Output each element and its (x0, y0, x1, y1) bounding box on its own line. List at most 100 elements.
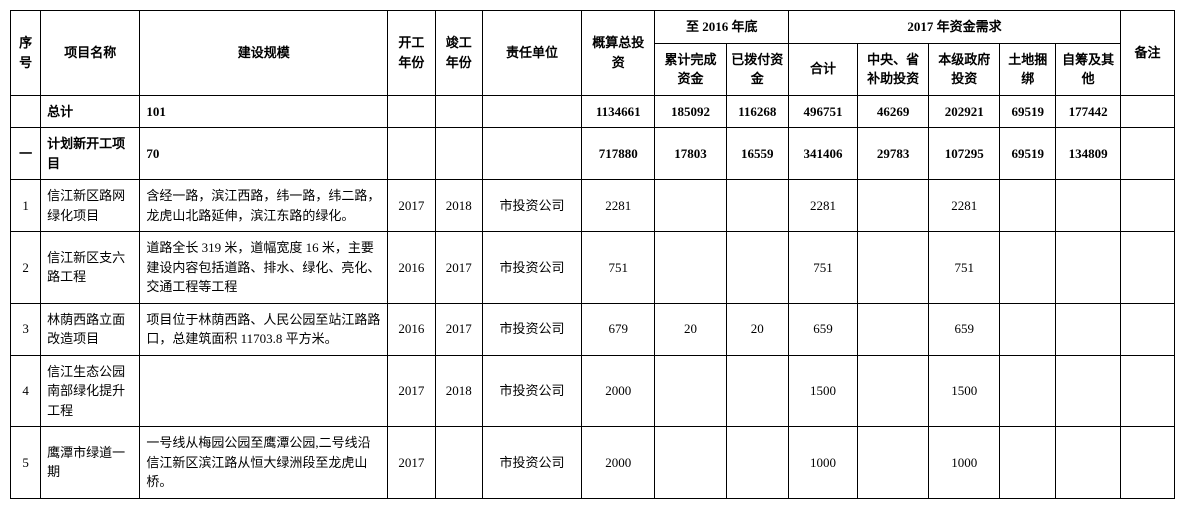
cell-seq: 2 (11, 232, 41, 304)
cell-start (388, 95, 435, 128)
cell-self (1056, 180, 1121, 232)
cell-unit: 市投资公司 (482, 232, 581, 304)
cell-paid (726, 232, 789, 304)
cell-paid (726, 180, 789, 232)
cell-unit: 市投资公司 (482, 355, 581, 427)
cell-end: 2018 (435, 355, 482, 427)
cell-land (1000, 355, 1056, 427)
col-scale: 建设规模 (140, 11, 388, 96)
cell-note (1121, 95, 1175, 128)
cell-end (435, 427, 482, 499)
cell-name: 信江新区路网绿化项目 (41, 180, 140, 232)
cell-scale: 含经一路，滨江西路，纬一路，纬二路，龙虎山北路延伸，滨江东路的绿化。 (140, 180, 388, 232)
col-cum: 累计完成资金 (655, 43, 726, 95)
cell-start: 2017 (388, 355, 435, 427)
cell-unit: 市投资公司 (482, 180, 581, 232)
cell-land: 69519 (1000, 128, 1056, 180)
cell-seq: 5 (11, 427, 41, 499)
cell-sum: 1500 (789, 355, 858, 427)
cell-scale: 一号线从梅园公园至鹰潭公园,二号线沿信江新区滨江路从恒大绿洲段至龙虎山桥。 (140, 427, 388, 499)
cell-unit (482, 128, 581, 180)
cell-name: 鹰潭市绿道一期 (41, 427, 140, 499)
cell-land (1000, 180, 1056, 232)
cell-sub (858, 427, 929, 499)
cell-gov: 659 (929, 303, 1000, 355)
cell-start: 2017 (388, 427, 435, 499)
cell-seq: 1 (11, 180, 41, 232)
cell-scale: 101 (140, 95, 388, 128)
cell-scale: 70 (140, 128, 388, 180)
cell-sum: 2281 (789, 180, 858, 232)
cell-self: 134809 (1056, 128, 1121, 180)
cell-cum: 185092 (655, 95, 726, 128)
cell-est: 2281 (582, 180, 655, 232)
cell-name: 信江新区支六路工程 (41, 232, 140, 304)
cell-est: 2000 (582, 355, 655, 427)
cell-sum: 659 (789, 303, 858, 355)
cell-cum: 20 (655, 303, 726, 355)
col-y2017: 2017 年资金需求 (789, 11, 1121, 44)
cell-sum: 341406 (789, 128, 858, 180)
cell-self: 177442 (1056, 95, 1121, 128)
cell-end: 2018 (435, 180, 482, 232)
cell-cum: 17803 (655, 128, 726, 180)
table-row: 5 鹰潭市绿道一期 一号线从梅园公园至鹰潭公园,二号线沿信江新区滨江路从恒大绿洲… (11, 427, 1175, 499)
table-row: 2 信江新区支六路工程 道路全长 319 米，道幅宽度 16 米，主要建设内容包… (11, 232, 1175, 304)
col-self: 自筹及其他 (1056, 43, 1121, 95)
cell-unit (482, 95, 581, 128)
cell-note (1121, 128, 1175, 180)
cell-name: 总计 (41, 95, 140, 128)
cell-name: 林荫西路立面改造项目 (41, 303, 140, 355)
cell-sub (858, 303, 929, 355)
cell-note (1121, 180, 1175, 232)
table-row: 1 信江新区路网绿化项目 含经一路，滨江西路，纬一路，纬二路，龙虎山北路延伸，滨… (11, 180, 1175, 232)
cell-est: 1134661 (582, 95, 655, 128)
cell-gov: 751 (929, 232, 1000, 304)
cell-sum: 1000 (789, 427, 858, 499)
cell-land: 69519 (1000, 95, 1056, 128)
cell-seq: 3 (11, 303, 41, 355)
col-sum: 合计 (789, 43, 858, 95)
cell-scale (140, 355, 388, 427)
cell-seq: 4 (11, 355, 41, 427)
cell-seq (11, 95, 41, 128)
col-to2016: 至 2016 年底 (655, 11, 789, 44)
cell-cum (655, 232, 726, 304)
cell-sub: 46269 (858, 95, 929, 128)
cell-self (1056, 355, 1121, 427)
cell-gov: 2281 (929, 180, 1000, 232)
col-land: 土地捆绑 (1000, 43, 1056, 95)
cell-note (1121, 427, 1175, 499)
cell-gov: 1000 (929, 427, 1000, 499)
table-row: 3 林荫西路立面改造项目 项目位于林荫西路、人民公园至站江路路口，总建筑面积 1… (11, 303, 1175, 355)
cell-est: 751 (582, 232, 655, 304)
cell-land (1000, 232, 1056, 304)
cell-cum (655, 355, 726, 427)
col-start: 开工年份 (388, 11, 435, 96)
cell-cum (655, 427, 726, 499)
cell-paid: 116268 (726, 95, 789, 128)
col-unit: 责任单位 (482, 11, 581, 96)
cell-end: 2017 (435, 232, 482, 304)
col-end: 竣工年份 (435, 11, 482, 96)
cell-end (435, 95, 482, 128)
cell-gov: 1500 (929, 355, 1000, 427)
cell-gov: 107295 (929, 128, 1000, 180)
cell-paid: 20 (726, 303, 789, 355)
cell-self (1056, 303, 1121, 355)
cell-start (388, 128, 435, 180)
cell-seq: 一 (11, 128, 41, 180)
table-row: 4 信江生态公园南部绿化提升工程 2017 2018 市投资公司 2000 15… (11, 355, 1175, 427)
cell-start: 2016 (388, 303, 435, 355)
cell-sub (858, 232, 929, 304)
col-gov: 本级政府投资 (929, 43, 1000, 95)
cell-end (435, 128, 482, 180)
cell-note (1121, 303, 1175, 355)
cell-unit: 市投资公司 (482, 427, 581, 499)
cell-self (1056, 232, 1121, 304)
cell-paid: 16559 (726, 128, 789, 180)
cell-land (1000, 303, 1056, 355)
col-note: 备注 (1121, 11, 1175, 96)
table-header: 序号 项目名称 建设规模 开工年份 竣工年份 责任单位 概算总投资 至 2016… (11, 11, 1175, 96)
cell-sub (858, 355, 929, 427)
